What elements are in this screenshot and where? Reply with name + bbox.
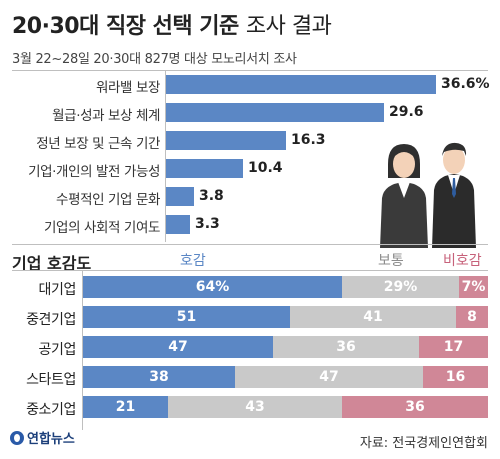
favorability-segment-negative: 16 — [423, 366, 488, 388]
favorability-segment-neutral: 29% — [342, 276, 459, 298]
favorability-segment-positive: 64% — [83, 276, 342, 298]
criteria-label: 기업·개인의 발전 가능성 — [28, 164, 160, 180]
legend-positive: 호감 — [180, 253, 206, 269]
favorability-segment-negative: 36 — [342, 396, 488, 418]
company-type-label: 스타트업 — [26, 372, 76, 388]
female-worker-icon — [380, 144, 428, 248]
favorability-segment-neutral: 36 — [273, 336, 419, 358]
page-title: 20·30대 직장 선택 기준 조사 결과 — [12, 8, 332, 40]
favorability-segment-negative: 7% — [459, 276, 488, 298]
favorability-segment-positive: 47 — [83, 336, 273, 358]
company-type-label: 중견기업 — [26, 312, 76, 328]
favorability-segment-negative: 8 — [456, 306, 488, 328]
criteria-axis — [165, 70, 166, 242]
title-light: 조사 결과 — [245, 14, 332, 39]
criteria-value: 36.6% — [441, 76, 490, 92]
favorability-segment-negative: 17 — [419, 336, 488, 358]
company-type-label: 대기업 — [38, 282, 77, 298]
company-type-label: 중소기업 — [26, 402, 76, 418]
criteria-bar — [166, 103, 384, 122]
subtitle: 3월 22~28일 20·30대 827명 대상 모노리서치 조사 — [12, 52, 297, 67]
criteria-label: 수평적인 기업 문화 — [56, 192, 160, 208]
favorability-header-line — [12, 270, 488, 271]
favorability-segment-neutral: 41 — [290, 306, 456, 328]
criteria-label: 기업의 사회적 기여도 — [44, 220, 160, 236]
title-bold: 20·30대 직장 선택 기준 — [12, 14, 239, 39]
favorability-segment-positive: 38 — [83, 366, 235, 388]
male-worker-icon — [432, 142, 476, 248]
criteria-value: 3.3 — [195, 216, 220, 232]
favorability-segment-positive: 51 — [83, 306, 290, 328]
criteria-value: 10.4 — [248, 160, 283, 176]
criteria-value: 29.6 — [389, 104, 424, 120]
favorability-segment-positive: 21 — [83, 396, 168, 418]
criteria-value: 16.3 — [291, 132, 326, 148]
top-divider — [12, 70, 488, 71]
favorability-chart: 대기업 64% 29% 7% 중견기업 51 41 8 공기업 47 36 17 스타트업 38 47 16 중… — [26, 276, 488, 418]
criteria-bar — [166, 187, 194, 206]
section-divider — [12, 244, 488, 245]
criteria-chart: 워라밸 보장 36.6% 월급·성과 보상 체계 29.6 정년 보장 및 근속 기간 1… — [28, 75, 490, 236]
yonhap-logo: 연합뉴스 — [10, 428, 75, 447]
criteria-label: 월급·성과 보상 체계 — [52, 108, 160, 124]
office-workers-illustration — [380, 142, 476, 248]
source-note: 자료: 전국경제인연합회 — [359, 436, 488, 451]
criteria-bar — [166, 131, 286, 150]
criteria-value: 3.8 — [199, 188, 224, 204]
favorability-segment-neutral: 47 — [235, 366, 423, 388]
legend-neutral: 보통 — [378, 253, 404, 269]
logo-text: 연합뉴스 — [27, 432, 75, 447]
criteria-label: 워라밸 보장 — [96, 80, 160, 96]
company-type-label: 공기업 — [38, 342, 77, 358]
logo-icon — [10, 430, 24, 445]
criteria-bar — [166, 159, 243, 178]
favorability-title: 기업 호감도 — [12, 254, 92, 273]
legend-negative: 비호감 — [443, 253, 482, 269]
favorability-segment-neutral: 43 — [168, 396, 342, 418]
criteria-label: 정년 보장 및 근속 기간 — [36, 136, 160, 152]
criteria-bar — [166, 75, 436, 94]
criteria-bar — [166, 215, 190, 234]
favorability-axis — [82, 270, 83, 430]
